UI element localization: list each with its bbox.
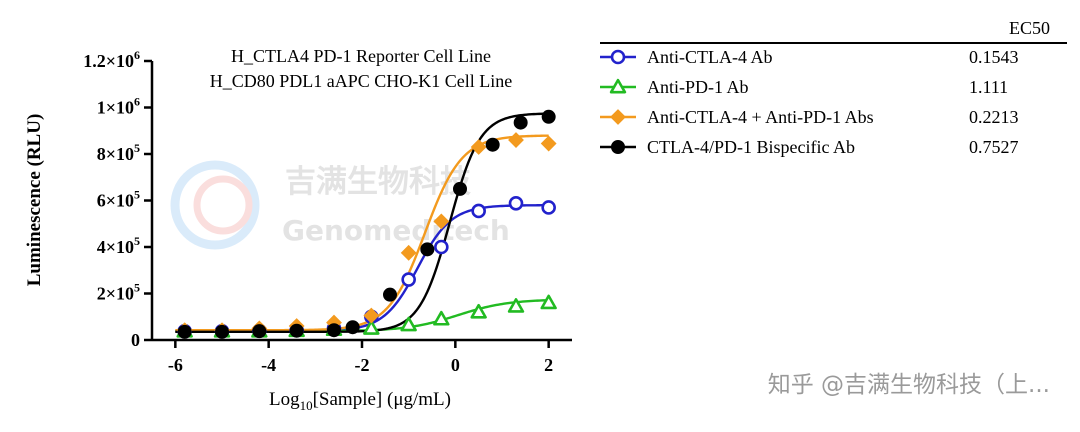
legend-marker bbox=[611, 140, 625, 154]
data-point-s1 bbox=[471, 203, 486, 219]
legend-item-3: Anti-CTLA-4 + Anti-PD-1 Abs 0.2213 bbox=[600, 107, 1019, 127]
legend-marker bbox=[610, 109, 626, 125]
y-tick-label: 4×105 bbox=[97, 234, 140, 257]
x-axis-label: Log10[Sample] (μg/mL) bbox=[269, 389, 451, 413]
data-point-s4 bbox=[453, 181, 467, 196]
x-tick-label: -6 bbox=[168, 355, 183, 375]
watermark-cn: 吉满生物科技 bbox=[285, 164, 471, 200]
data-point-s2 bbox=[507, 298, 525, 313]
data-point-s2 bbox=[363, 320, 380, 335]
data-point-s3 bbox=[433, 213, 450, 230]
data-point-s1 bbox=[401, 272, 416, 287]
legend-item-1: Anti-CTLA-4 Ab 0.1543 bbox=[600, 47, 1019, 67]
y-tick-label: 6×105 bbox=[97, 188, 140, 211]
y-tick-label: 2×105 bbox=[97, 281, 140, 304]
legend-item-4: CTLA-4/PD-1 Bispecific Ab 0.7527 bbox=[600, 137, 1019, 157]
data-point-s2 bbox=[433, 310, 450, 326]
chart-title-line-2: H_CD80 PDL1 aAPC CHO-K1 Cell Line bbox=[210, 71, 513, 91]
chart-title-line-1: H_CTLA4 PD-1 Reporter Cell Line bbox=[231, 46, 491, 66]
y-axis-label: Luminescence (RLU) bbox=[24, 114, 45, 287]
data-point-s4 bbox=[345, 320, 360, 335]
data-point-s3 bbox=[540, 135, 557, 152]
data-point-s3 bbox=[400, 244, 417, 261]
legend-ec50-value: 0.1543 bbox=[969, 47, 1019, 67]
data-point-s3 bbox=[508, 132, 524, 148]
legend-marker bbox=[610, 49, 626, 65]
y-tick-label: 0 bbox=[131, 330, 140, 350]
data-point-s1 bbox=[508, 195, 524, 211]
legend-ec50-value: 0.2213 bbox=[969, 107, 1019, 127]
legend-label: Anti-CTLA-4 Ab bbox=[647, 47, 773, 67]
data-point-s1 bbox=[541, 200, 556, 215]
legend: EC50 Anti-CTLA-4 Ab 0.1543 Anti-PD-1 Ab 1.1… bbox=[600, 18, 1067, 157]
legend-ec50-value: 1.111 bbox=[969, 77, 1008, 97]
data-point-s4 bbox=[383, 287, 397, 302]
data-point-s4 bbox=[485, 137, 500, 152]
x-tick-label: 0 bbox=[451, 355, 460, 375]
data-point-s4 bbox=[513, 115, 528, 130]
data-point-s2 bbox=[400, 316, 417, 332]
legend-label: Anti-PD-1 Ab bbox=[647, 77, 749, 97]
data-point-s3 bbox=[363, 307, 380, 324]
legend-item-2: Anti-PD-1 Ab 1.111 bbox=[600, 77, 1008, 97]
legend-label: CTLA-4/PD-1 Bispecific Ab bbox=[647, 137, 855, 157]
axes: 0 2×105 4×105 6×105 8×105 1×106 1.2×106 -6 -4 -2 0… bbox=[83, 48, 572, 375]
legend-marker bbox=[609, 78, 627, 94]
watermark-logo-icon bbox=[170, 160, 260, 250]
legend-ec50-value: 0.7527 bbox=[969, 137, 1019, 157]
data-point-s4 bbox=[327, 323, 341, 338]
y-tick-label: 1×106 bbox=[97, 95, 140, 118]
legend-label: Anti-CTLA-4 + Anti-PD-1 Abs bbox=[647, 107, 874, 127]
watermark: 吉满生物科技 Genomeditech bbox=[170, 160, 510, 250]
watermark-en: Genomeditech bbox=[282, 214, 510, 247]
legend-header-ec50: EC50 bbox=[1009, 18, 1050, 38]
x-tick-label: -4 bbox=[261, 355, 276, 375]
data-point-s4 bbox=[541, 109, 556, 124]
data-point-s2 bbox=[540, 294, 557, 310]
data-point-s4 bbox=[215, 324, 229, 339]
data-points bbox=[176, 109, 557, 339]
svg-text:知乎 @吉满生物科技（上...: 知乎 @吉满生物科技（上... bbox=[768, 372, 1050, 398]
data-point-s4 bbox=[252, 324, 267, 339]
data-point-s2 bbox=[470, 303, 487, 319]
y-tick-label: 1.2×106 bbox=[83, 48, 140, 71]
data-point-s4 bbox=[420, 242, 435, 257]
y-tick-label: 8×105 bbox=[97, 141, 140, 164]
data-point-s3 bbox=[470, 139, 487, 155]
fit-curve-4 bbox=[175, 112, 549, 334]
data-point-s4 bbox=[177, 324, 192, 339]
x-tick-label: 2 bbox=[544, 355, 553, 375]
x-tick-label: -2 bbox=[355, 355, 370, 375]
footer-caption: 知乎 @吉满生物科技（上... bbox=[768, 372, 1050, 398]
data-point-s1 bbox=[434, 239, 449, 255]
data-point-s4 bbox=[289, 323, 304, 338]
